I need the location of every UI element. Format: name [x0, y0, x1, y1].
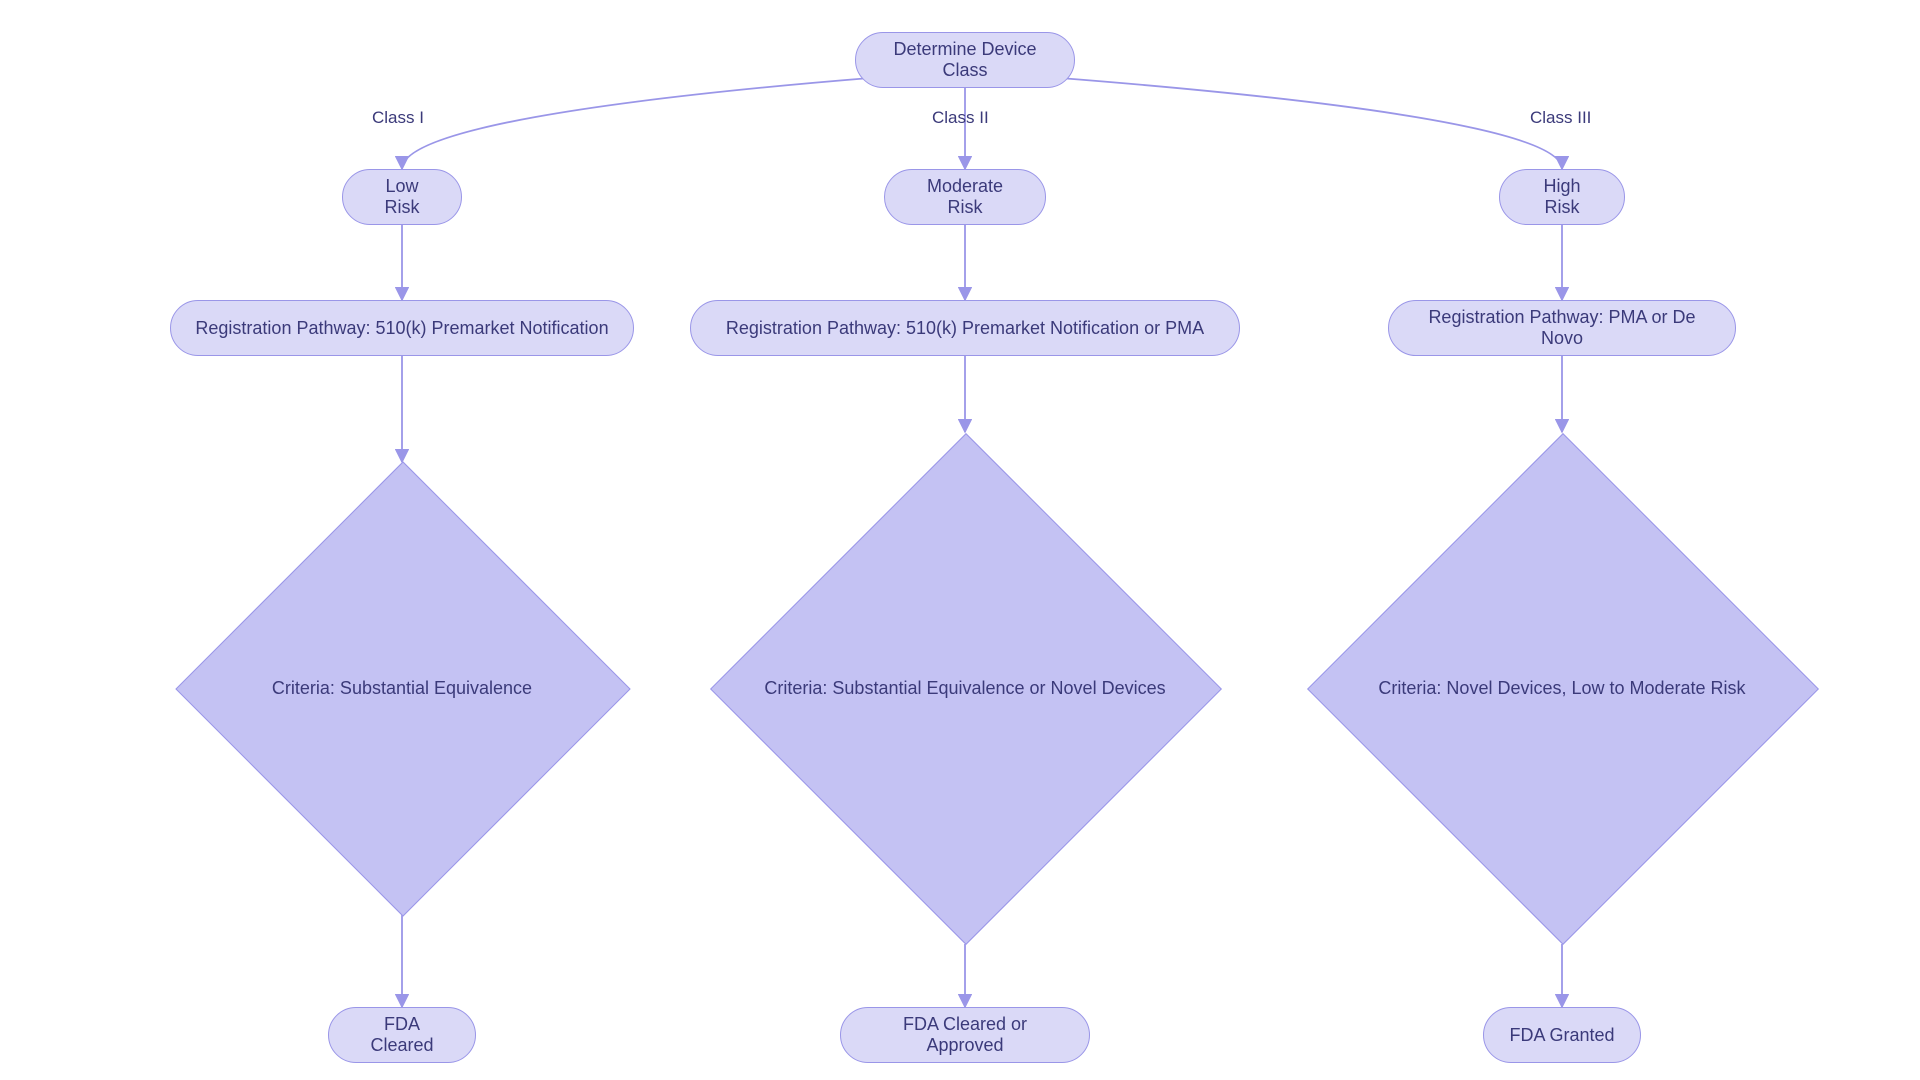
mid-pathway-label: Registration Pathway: 510(k) Premarket N…	[726, 318, 1204, 339]
edge-root-left	[402, 78, 870, 169]
left-pathway-node: Registration Pathway: 510(k) Premarket N…	[170, 300, 634, 356]
edge-label-mid: Class II	[932, 108, 989, 128]
mid-risk-label: Moderate Risk	[909, 176, 1021, 218]
left-outcome-label: FDA Cleared	[353, 1014, 451, 1056]
mid-outcome-label: FDA Cleared or Approved	[865, 1014, 1065, 1056]
left-outcome-node: FDA Cleared	[328, 1007, 476, 1063]
flowchart-canvas: Determine Device Class Class I Class II …	[0, 0, 1920, 1080]
right-pathway-label: Registration Pathway: PMA or De Novo	[1413, 307, 1711, 349]
left-pathway-label: Registration Pathway: 510(k) Premarket N…	[195, 318, 608, 339]
edge-root-right	[1060, 78, 1562, 169]
edge-label-right: Class III	[1530, 108, 1591, 128]
right-risk-label: High Risk	[1524, 176, 1600, 218]
left-risk-node: Low Risk	[342, 169, 462, 225]
right-outcome-node: FDA Granted	[1483, 1007, 1641, 1063]
root-label: Determine Device Class	[880, 39, 1050, 81]
right-outcome-label: FDA Granted	[1509, 1025, 1614, 1046]
mid-diamond: Criteria: Substantial Equivalence or Nov…	[785, 508, 1145, 868]
left-diamond: Criteria: Substantial Equivalence	[242, 528, 562, 848]
edge-label-left: Class I	[372, 108, 424, 128]
mid-criteria-label: Criteria: Substantial Equivalence or Nov…	[764, 678, 1165, 699]
left-risk-label: Low Risk	[367, 176, 437, 218]
mid-pathway-node: Registration Pathway: 510(k) Premarket N…	[690, 300, 1240, 356]
mid-outcome-node: FDA Cleared or Approved	[840, 1007, 1090, 1063]
right-pathway-node: Registration Pathway: PMA or De Novo	[1388, 300, 1736, 356]
left-criteria-label: Criteria: Substantial Equivalence	[272, 678, 532, 699]
root-node: Determine Device Class	[855, 32, 1075, 88]
right-criteria-label: Criteria: Novel Devices, Low to Moderate…	[1378, 678, 1745, 699]
right-risk-node: High Risk	[1499, 169, 1625, 225]
mid-risk-node: Moderate Risk	[884, 169, 1046, 225]
right-diamond: Criteria: Novel Devices, Low to Moderate…	[1382, 508, 1742, 868]
